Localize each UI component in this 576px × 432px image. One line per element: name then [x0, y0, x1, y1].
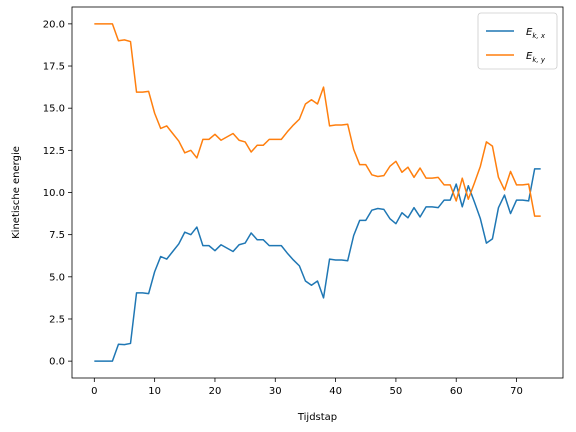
x-tick-label: 40	[329, 386, 342, 397]
y-tick-label: 12.5	[43, 146, 65, 157]
legend-label-ekx: Ek, x	[526, 27, 546, 40]
series-line-eky	[94, 23, 541, 217]
y-axis-label: Kinetische energie	[11, 146, 22, 239]
legend: Ek, x Ek, y	[477, 12, 558, 70]
legend-label-ekx-main: E	[526, 27, 533, 38]
legend-label-eky: Ek, y	[526, 51, 546, 64]
legend-box	[477, 12, 558, 70]
x-tick-label: 50	[390, 386, 403, 397]
legend-label-eky-main: E	[526, 51, 533, 62]
y-tick-label: 7.5	[49, 230, 65, 241]
y-tick-label: 10.0	[43, 188, 65, 199]
x-tick-label: 10	[148, 386, 161, 397]
y-tick-label: 0.0	[49, 357, 65, 368]
legend-label-ekx-sub: k, x	[532, 32, 546, 40]
axes-frame	[71, 6, 564, 379]
y-axis-ticks: 0.0 2.5 5.0 7.5 10.0 12.5 15.0 17.5 20.0	[43, 19, 72, 368]
x-axis-ticks: 0 10 20 30 40 50 60 70	[91, 378, 523, 397]
y-tick-label: 20.0	[43, 19, 65, 30]
y-tick-label: 2.5	[49, 314, 65, 325]
legend-label-eky-sub: k, y	[532, 56, 546, 64]
series-lines	[94, 23, 541, 362]
x-tick-label: 0	[91, 386, 97, 397]
y-tick-label: 17.5	[43, 62, 65, 73]
x-tick-label: 70	[510, 386, 523, 397]
x-tick-label: 30	[269, 386, 282, 397]
x-tick-label: 60	[450, 386, 463, 397]
y-tick-label: 5.0	[49, 272, 65, 283]
x-axis-label: Tijdstap	[297, 412, 337, 423]
x-tick-label: 20	[209, 386, 222, 397]
y-tick-label: 15.0	[43, 104, 65, 115]
